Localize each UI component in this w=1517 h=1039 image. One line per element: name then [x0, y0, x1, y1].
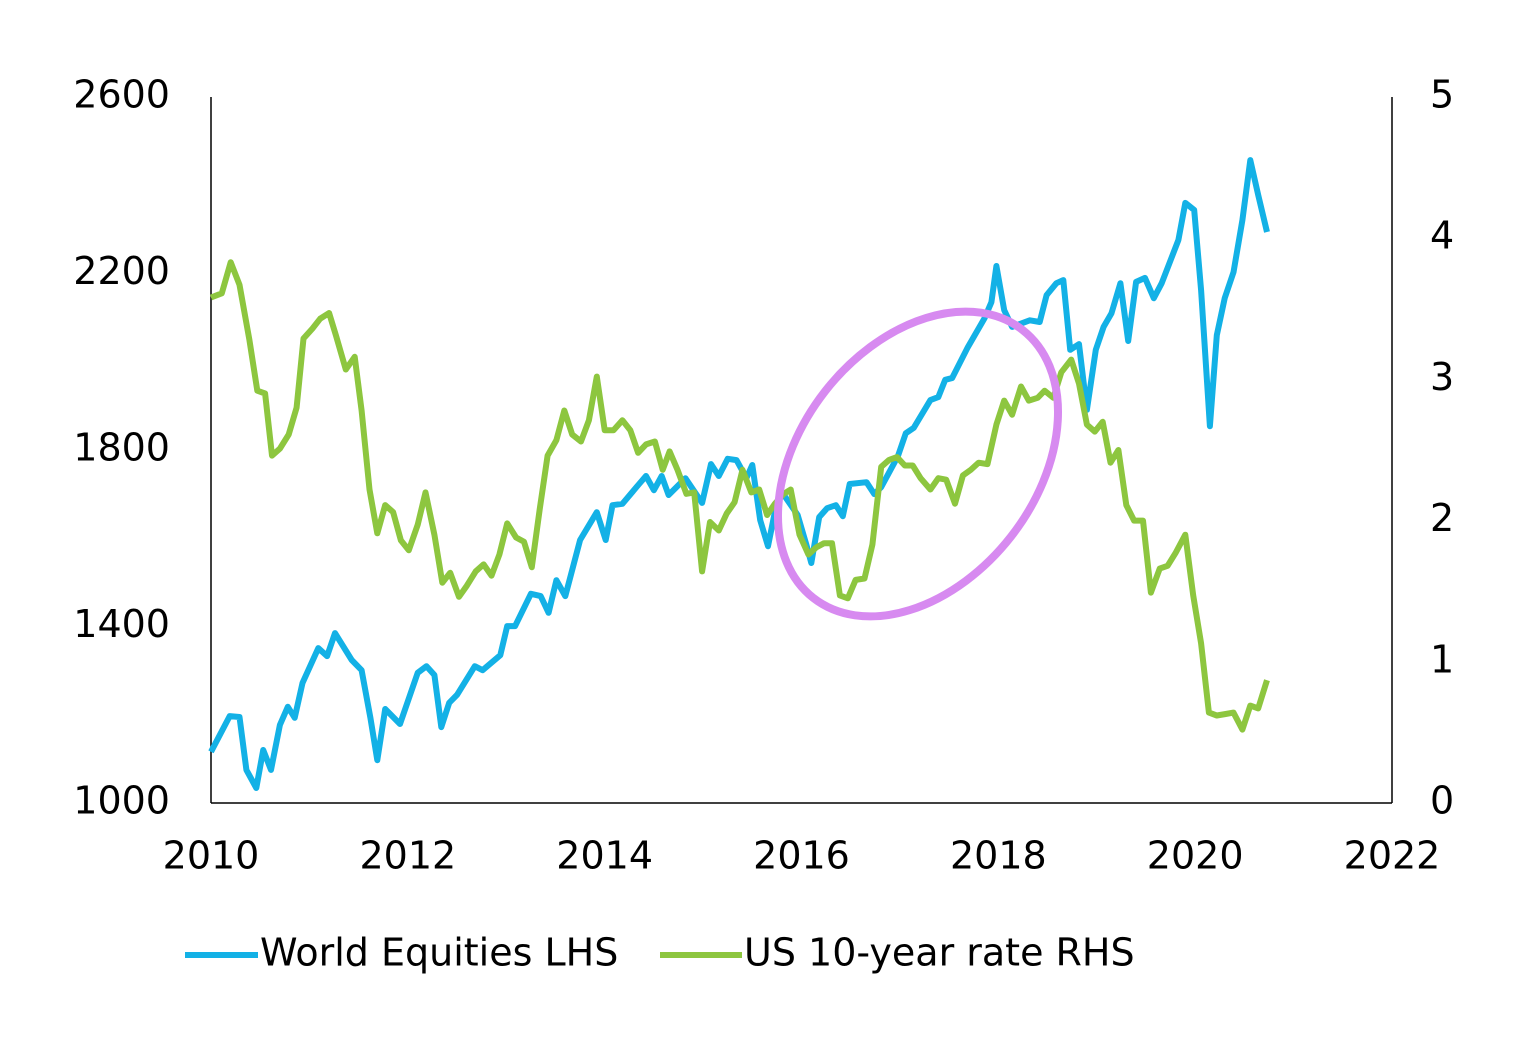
y2-tick-label: 0	[1430, 779, 1454, 823]
y-tick-label: 1800	[73, 426, 170, 470]
y2-tick-label: 5	[1430, 73, 1454, 117]
series-line	[208, 157, 1270, 791]
legend-label: US 10-year rate RHS	[744, 931, 1135, 975]
x-tick-label: 2018	[950, 834, 1047, 878]
x-tick-label: 2022	[1344, 834, 1441, 878]
legend-label: World Equities LHS	[260, 931, 618, 975]
y-tick-label: 1400	[73, 602, 170, 646]
y2-tick-label: 3	[1430, 355, 1454, 399]
y2-tick-label: 1	[1430, 637, 1454, 681]
x-tick-label: 2012	[359, 834, 456, 878]
highlight-ellipse	[773, 307, 1063, 621]
x-tick-label: 2010	[163, 834, 260, 878]
y-tick-label: 1000	[73, 779, 170, 823]
x-tick-label: 2016	[753, 834, 850, 878]
y-tick-label: 2600	[73, 73, 170, 117]
x-tick-label: 2014	[556, 834, 653, 878]
series-line	[209, 259, 1270, 733]
x-tick-label: 2020	[1147, 834, 1244, 878]
y2-tick-label: 2	[1430, 496, 1454, 540]
y-tick-label: 2200	[73, 249, 170, 293]
y2-tick-label: 4	[1430, 214, 1454, 258]
